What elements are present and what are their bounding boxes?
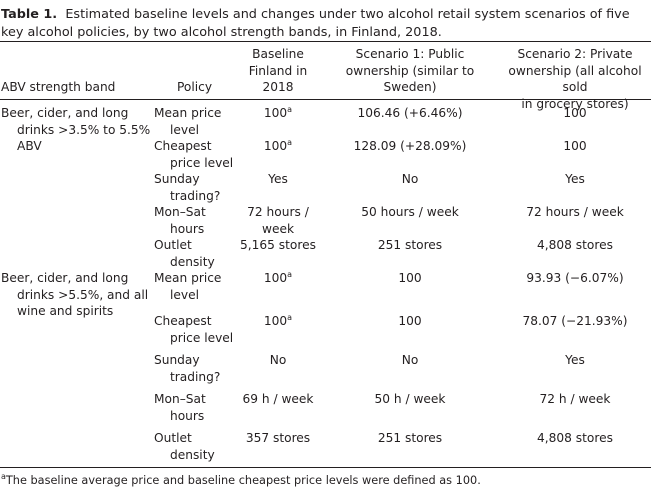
header-policy: Policy: [177, 80, 213, 94]
policy-line: Mean price: [154, 271, 222, 285]
baseline-line: 72 hours /: [247, 205, 309, 219]
scenario-1-value: 251 stores: [377, 238, 443, 252]
abv-band-line: Beer, cider, and long: [1, 106, 129, 120]
top-rule: [0, 41, 651, 42]
abv-band-low: Beer, cider, and long drinks >3.5% to 5.…: [1, 105, 151, 155]
scenario-2-value: 93.93 (−6.07%): [526, 271, 624, 285]
policy-line: Outlet: [154, 238, 192, 252]
policy-line: hours: [170, 221, 205, 236]
policy-line: hours: [170, 408, 205, 423]
header-scenario-1-line: Sweden): [383, 80, 437, 94]
baseline-value: 72 hours / week: [237, 204, 319, 237]
table-footnote: aThe baseline average price and baseline…: [1, 472, 481, 488]
abv-band-line: wine and spirits: [17, 304, 114, 318]
scenario-1-value: 50 hours / week: [361, 205, 459, 219]
scenario-1-value: 128.09 (+28.09%): [353, 139, 467, 153]
header-scenario-2-line: Scenario 2: Private: [517, 47, 633, 61]
scenario-2-value: 4,808 stores: [537, 431, 613, 445]
bottom-rule: [0, 467, 651, 468]
header-abv-band: ABV strength band: [1, 80, 116, 94]
policy-line: Cheapest: [154, 314, 212, 328]
policy-label: Cheapest price level: [154, 313, 248, 346]
header-scenario-1-line: Scenario 1: Public: [355, 47, 465, 61]
header-baseline-line: Baseline: [252, 47, 304, 61]
footnote-mark: a: [287, 313, 293, 322]
table-caption: Table 1. Estimated baseline levels and c…: [1, 6, 649, 42]
footnote-mark: a: [287, 270, 293, 279]
baseline-value: 100a: [263, 313, 293, 329]
baseline-line: week: [261, 221, 295, 236]
footnote-mark: a: [287, 138, 293, 147]
footnote-mark: a: [1, 472, 6, 481]
abv-band-line: drinks >3.5% to 5.5%: [17, 122, 151, 137]
baseline-value: 100a: [263, 105, 293, 121]
header-scenario-2-line: ownership (all alcohol sold: [508, 63, 642, 95]
scenario-1-value: 251 stores: [377, 431, 443, 445]
abv-band-line: Beer, cider, and long: [1, 271, 129, 285]
header-scenario-2: Scenario 2: Private ownership (all alcoh…: [508, 46, 642, 112]
policy-label: Mon–Sat hours: [154, 204, 248, 237]
scenario-1-value: 100: [398, 314, 422, 328]
policy-line: Mon–Sat: [154, 392, 206, 406]
policy-line: density: [170, 447, 215, 462]
policy-line: density: [170, 254, 215, 269]
policy-label: Mon–Sat hours: [154, 391, 248, 424]
header-baseline-line: Finland in: [248, 63, 308, 78]
header-baseline: Baseline Finland in 2018: [237, 46, 319, 96]
scenario-2-value: 72 h / week: [539, 392, 611, 406]
scenario-2-value: 72 hours / week: [526, 205, 624, 219]
footnote-mark: a: [287, 105, 293, 114]
baseline-value: 69 h / week: [242, 392, 314, 406]
header-scenario-1: Scenario 1: Public ownership (similar to…: [344, 46, 476, 96]
policy-line: price level: [170, 155, 234, 170]
policy-line: Mean price: [154, 106, 222, 120]
table-caption-text: Estimated baseline levels and changes un…: [1, 7, 630, 40]
policy-line: Cheapest: [154, 139, 212, 153]
baseline-value: 100a: [263, 270, 293, 286]
scenario-1-value: 100: [398, 271, 422, 285]
header-scenario-1-line: ownership (similar to: [345, 63, 475, 78]
policy-label: Sunday trading?: [154, 171, 248, 204]
scenario-2-value: Yes: [565, 353, 585, 367]
scenario-2-value: Yes: [565, 172, 585, 186]
policy-label: Mean price level: [154, 105, 248, 138]
scenario-1-value: No: [401, 172, 419, 186]
abv-band-line: drinks >5.5%, and all: [17, 287, 149, 302]
policy-line: Outlet: [154, 431, 192, 445]
scenario-1-value: 106.46 (+6.46%): [357, 106, 463, 120]
policy-label: Outlet density: [154, 237, 248, 270]
scenario-2-value: 4,808 stores: [537, 238, 613, 252]
baseline-value: 357 stores: [245, 431, 311, 445]
baseline-value: No: [269, 353, 287, 367]
baseline-value: Yes: [268, 172, 288, 186]
policy-line: trading?: [170, 369, 221, 384]
header-scenario-2-line: in grocery stores): [521, 96, 629, 111]
policy-label: Sunday trading?: [154, 352, 248, 385]
policy-line: level: [170, 122, 199, 137]
policy-line: price level: [170, 330, 234, 345]
policy-label: Cheapest price level: [154, 138, 248, 171]
baseline-value: 5,165 stores: [240, 238, 316, 252]
policy-label: Mean price level: [154, 270, 248, 303]
scenario-2-value: 100: [563, 139, 587, 153]
policy-line: trading?: [170, 188, 221, 203]
policy-label: Outlet density: [154, 430, 248, 463]
scenario-1-value: 50 h / week: [374, 392, 446, 406]
policy-line: Sunday: [154, 172, 200, 186]
header-baseline-line: 2018: [262, 80, 294, 94]
policy-line: Mon–Sat: [154, 205, 206, 219]
scenario-1-value: No: [401, 353, 419, 367]
table-label: Table 1.: [1, 7, 58, 22]
policy-line: level: [170, 287, 199, 302]
scenario-2-value: 100: [563, 106, 587, 120]
header-rule: [0, 99, 651, 100]
abv-band-line: ABV: [17, 139, 42, 153]
abv-band-high: Beer, cider, and long drinks >5.5%, and …: [1, 270, 151, 320]
scenario-2-value: 78.07 (−21.93%): [522, 314, 628, 328]
footnote-text: The baseline average price and baseline …: [5, 474, 481, 487]
policy-line: Sunday: [154, 353, 200, 367]
baseline-value: 100a: [263, 138, 293, 154]
